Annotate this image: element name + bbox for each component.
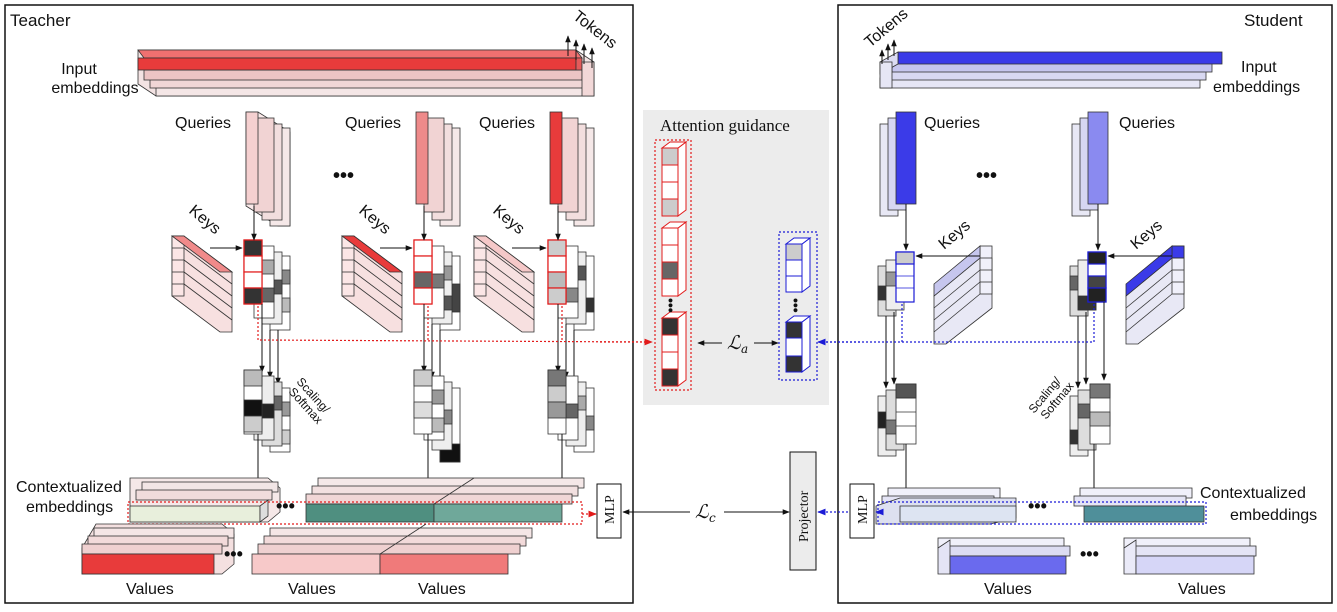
teacher-keys-2 (340, 235, 404, 333)
student-ctx-embeddings-1 (875, 487, 1017, 525)
student-values-label-2: Values (1178, 581, 1226, 598)
teacher-ctx-embeddings-1 (129, 477, 281, 523)
teacher-queries-1 (245, 111, 291, 227)
teacher-queries-3 (549, 111, 595, 227)
loss-c-subscript: c (709, 511, 716, 525)
teacher-softmax-map-2 (413, 369, 461, 463)
student-mlp-box (849, 483, 875, 539)
student-title: Student (1244, 11, 1303, 30)
student-ellipsis-2: ••• (1028, 496, 1047, 516)
student-attn-guidance-links (820, 304, 1095, 343)
student-input-label-2: embeddings (1213, 79, 1300, 96)
teacher-values-label-1: Values (126, 581, 174, 598)
teacher-guidance-outline (654, 139, 692, 391)
student-input-embeddings (879, 51, 1223, 89)
student-keys-label-1: Keys (936, 217, 974, 253)
student-keys-label-2: Keys (1128, 217, 1166, 253)
teacher-ctx-embeddings-2 (305, 477, 585, 523)
teacher-input-label-2: embeddings (51, 80, 138, 97)
student-ctx-label-1: Contextualized (1200, 485, 1306, 502)
teacher-qk-arrows (210, 206, 577, 385)
student-values-label-1: Values (984, 581, 1032, 598)
student-keys-2 (1125, 245, 1185, 345)
teacher-keys-label-1: Keys (185, 202, 223, 238)
teacher-input-embeddings (137, 49, 595, 97)
teacher-keys-label-3: Keys (489, 202, 527, 238)
teacher-ellipsis-3: ••• (224, 544, 243, 564)
student-attn-map-1 (877, 251, 915, 317)
student-mlp-label: MLP (856, 495, 871, 524)
teacher-keys-3 (472, 235, 536, 333)
teacher-ellipsis-1: ••• (333, 165, 354, 187)
student-queries-1 (879, 111, 917, 217)
attention-guidance-title: Attention guidance (660, 116, 790, 135)
student-attn-map-2 (1069, 251, 1107, 317)
loss-a-subscript: a (741, 342, 748, 356)
teacher-queries-2 (415, 111, 461, 227)
teacher-ctx-label-2: embeddings (26, 499, 113, 516)
teacher-guidance-ellipsis: ••• (663, 298, 679, 313)
projector-box (789, 451, 817, 571)
student-softmax-map-2 (1069, 383, 1111, 457)
student-values-1 (937, 537, 1071, 575)
teacher-queries-label-2: Queries (345, 115, 401, 132)
student-guidance-ellipsis: ••• (788, 298, 804, 313)
student-ellipsis-3: ••• (1080, 544, 1099, 564)
loss-a: ℒ a (697, 332, 779, 356)
student-queries-2 (1071, 111, 1109, 217)
teacher-panel (4, 4, 634, 604)
teacher-attn-map-2 (413, 239, 461, 331)
teacher-attn-map-3 (547, 239, 595, 331)
teacher-keys-1 (170, 235, 234, 333)
loss-c: ℒ c (622, 501, 790, 525)
teacher-values-label-3: Values (418, 581, 466, 598)
teacher-ellipsis-2: ••• (276, 496, 295, 516)
student-queries-label-1: Queries (924, 115, 980, 132)
loss-a-symbol: ℒ (727, 332, 742, 354)
teacher-ctx-label-1: Contextualized (16, 479, 122, 496)
teacher-values-1 (81, 523, 235, 575)
student-qk-arrows (883, 204, 1172, 389)
student-queries-label-2: Queries (1119, 115, 1175, 132)
teacher-queries-label-1: Queries (175, 115, 231, 132)
teacher-guidance-column (660, 141, 688, 387)
teacher-softmax-map-3 (547, 369, 595, 453)
loss-c-symbol: ℒ (695, 501, 710, 523)
teacher-tokens-label: Tokens (570, 8, 620, 53)
student-softmax-map-1 (877, 383, 917, 457)
teacher-values-label-2: Values (288, 581, 336, 598)
teacher-title: Teacher (10, 11, 71, 30)
teacher-values-2 (251, 523, 533, 575)
student-guidance-column (784, 237, 812, 373)
student-panel (837, 4, 1333, 604)
student-token-arrows (879, 39, 897, 64)
teacher-softmax-map-1 (243, 369, 291, 453)
student-ctx-embeddings-2 (1073, 487, 1205, 523)
teacher-keys-label-2: Keys (355, 202, 393, 238)
teacher-mlp-box (596, 483, 622, 539)
student-keys-1 (933, 245, 993, 345)
student-tokens-label: Tokens (862, 5, 912, 51)
teacher-attn-map-1 (243, 239, 291, 331)
teacher-token-arrows (565, 35, 595, 68)
student-input-label-1: Input (1241, 59, 1277, 76)
student-guidance-outline (778, 231, 818, 381)
teacher-input-label-1: Input (61, 61, 97, 78)
student-ctx-label-2: embeddings (1230, 507, 1317, 524)
student-ellipsis-1: ••• (976, 165, 997, 187)
teacher-attn-guidance-links (257, 306, 651, 343)
projector-label: Projector (797, 490, 812, 542)
teacher-ctx-outline (127, 501, 583, 525)
student-values-2 (1123, 537, 1257, 575)
teacher-queries-label-3: Queries (479, 115, 535, 132)
teacher-mlp-label: MLP (603, 495, 618, 524)
